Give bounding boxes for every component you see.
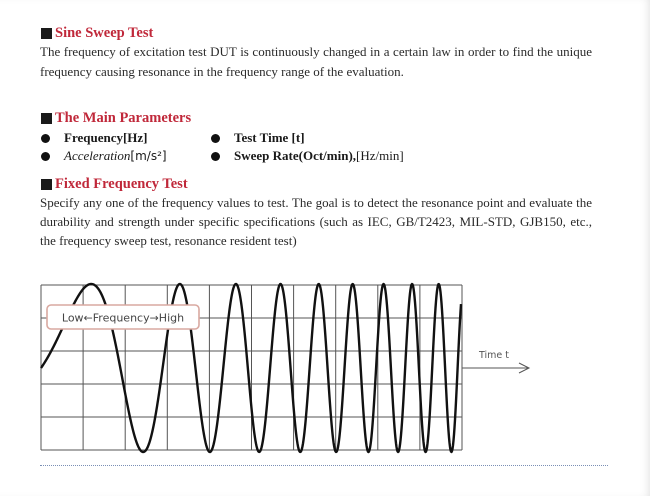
sweep-rate-label: Sweep Rate(Oct/min), xyxy=(234,148,357,163)
frequency-legend: Low←Frequency→High xyxy=(46,304,200,330)
param-frequency: Frequency[Hz] xyxy=(41,130,148,146)
acceleration-label: Acceleration xyxy=(64,148,131,163)
bullet-icon xyxy=(41,151,50,161)
bullet-icon xyxy=(211,133,220,143)
sweep-rate-unit: [Hz/min] xyxy=(356,148,404,163)
square-bullet-icon xyxy=(41,28,52,39)
acceleration-unit: [m/s²] xyxy=(130,149,167,163)
fixed-freq-description: Specify any one of the frequency values … xyxy=(40,195,592,248)
sine-sweep-heading: Sine Sweep Test xyxy=(41,25,153,42)
time-axis-label: Time t xyxy=(478,350,509,361)
main-params-heading: The Main Parameters xyxy=(41,110,191,127)
param-test-time: Test Time [t] xyxy=(211,130,305,146)
test-time-label: Test Time [t] xyxy=(234,130,305,145)
frequency-legend-box xyxy=(46,304,200,330)
time-axis-arrow-icon xyxy=(518,362,531,374)
fixed-freq-title: Fixed Frequency Test xyxy=(55,176,188,192)
fixed-freq-heading: Fixed Frequency Test xyxy=(41,176,188,193)
sine-sweep-description: The frequency of excitation test DUT is … xyxy=(40,44,592,79)
param-sweep-rate: Sweep Rate(Oct/min), [Hz/min] xyxy=(211,148,404,164)
sine-sweep-diagram: Time t Low←Frequency→High xyxy=(40,282,531,454)
frequency-legend-label: Low←Frequency→High xyxy=(62,312,184,325)
param-acceleration: Acceleration [m/s²] xyxy=(41,148,167,164)
frequency-label: Frequency[Hz] xyxy=(64,130,148,145)
sine-sweep-title: Sine Sweep Test xyxy=(55,25,154,41)
diagram-grid xyxy=(40,284,463,451)
bullet-icon xyxy=(211,151,220,161)
bullet-icon xyxy=(41,133,50,143)
square-bullet-icon xyxy=(41,179,52,190)
main-params-title: The Main Parameters xyxy=(55,110,192,126)
square-bullet-icon xyxy=(41,113,52,124)
dotted-divider xyxy=(40,465,608,466)
